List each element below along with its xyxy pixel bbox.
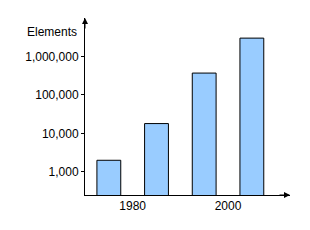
svg-text:Elements: Elements bbox=[27, 25, 77, 39]
svg-text:1,000: 1,000 bbox=[49, 165, 79, 179]
svg-text:100,000: 100,000 bbox=[35, 88, 79, 102]
svg-text:1,000,000: 1,000,000 bbox=[25, 50, 79, 64]
svg-text:1980: 1980 bbox=[119, 199, 146, 213]
svg-text:2000: 2000 bbox=[215, 199, 242, 213]
svg-text:10,000: 10,000 bbox=[42, 127, 79, 141]
